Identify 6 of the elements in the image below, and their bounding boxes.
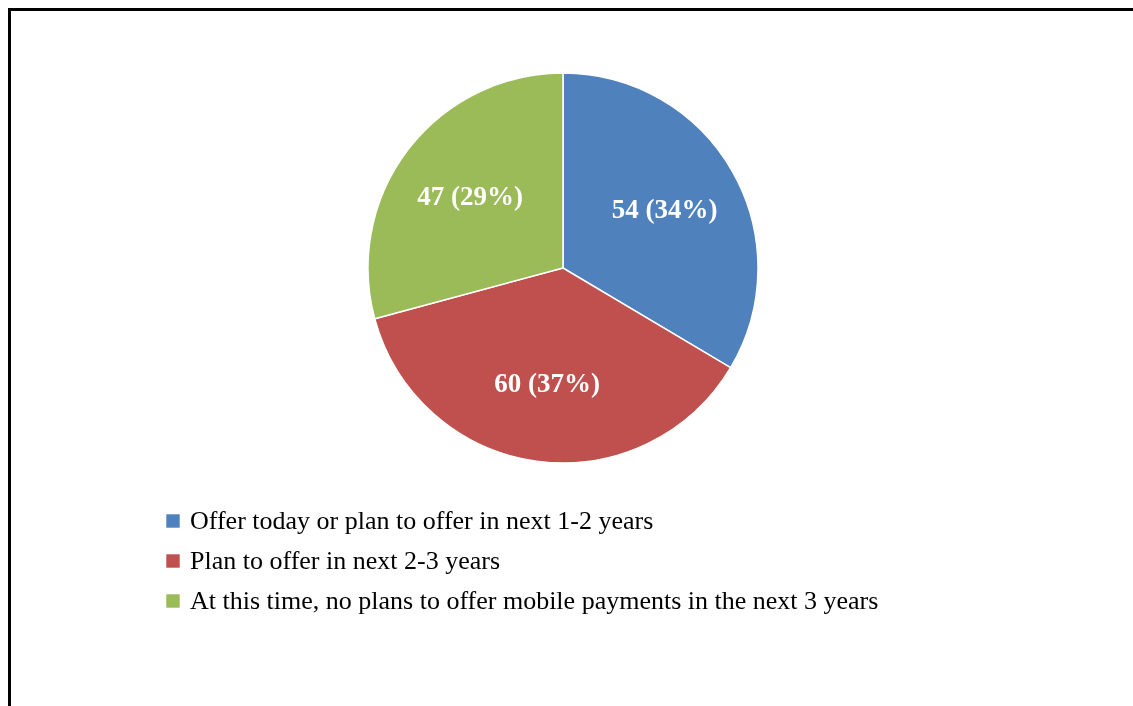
legend-label: At this time, no plans to offer mobile payments in the next 3 years [190,586,879,615]
data-label: 54 (34%) [611,194,718,225]
data-label: 47 (29%) [417,180,523,211]
legend-label: Plan to offer in next 2-3 years [190,546,500,575]
legend-label: Offer today or plan to offer in next 1-2 years [190,506,654,535]
data-label: 60 (37%) [494,367,600,398]
